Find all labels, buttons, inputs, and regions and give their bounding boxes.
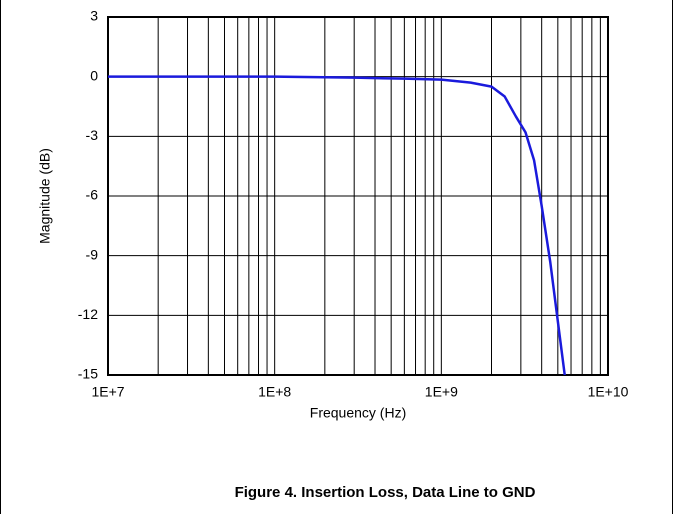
x-tick-label: 1E+10 xyxy=(588,384,629,400)
y-tick-label: -15 xyxy=(78,366,98,382)
y-axis-label: Magnitude (dB) xyxy=(37,148,53,244)
plot-frame xyxy=(107,16,609,376)
x-axis-label: Frequency (Hz) xyxy=(310,405,406,421)
chart-title: Figure 4. Insertion Loss, Data Line to G… xyxy=(235,484,536,501)
x-tick-label: 1E+9 xyxy=(425,384,458,400)
y-tick-label: -9 xyxy=(86,246,99,262)
data-line xyxy=(108,75,566,376)
y-tick-label: -12 xyxy=(78,306,98,322)
y-tick-label: -3 xyxy=(86,127,99,143)
y-tick-label: 3 xyxy=(90,8,98,24)
x-tick-label: 1E+7 xyxy=(91,384,124,400)
y-tick-label: -6 xyxy=(86,187,99,203)
y-tick-label: 0 xyxy=(90,67,98,83)
x-tick-label: 1E+8 xyxy=(258,384,291,400)
